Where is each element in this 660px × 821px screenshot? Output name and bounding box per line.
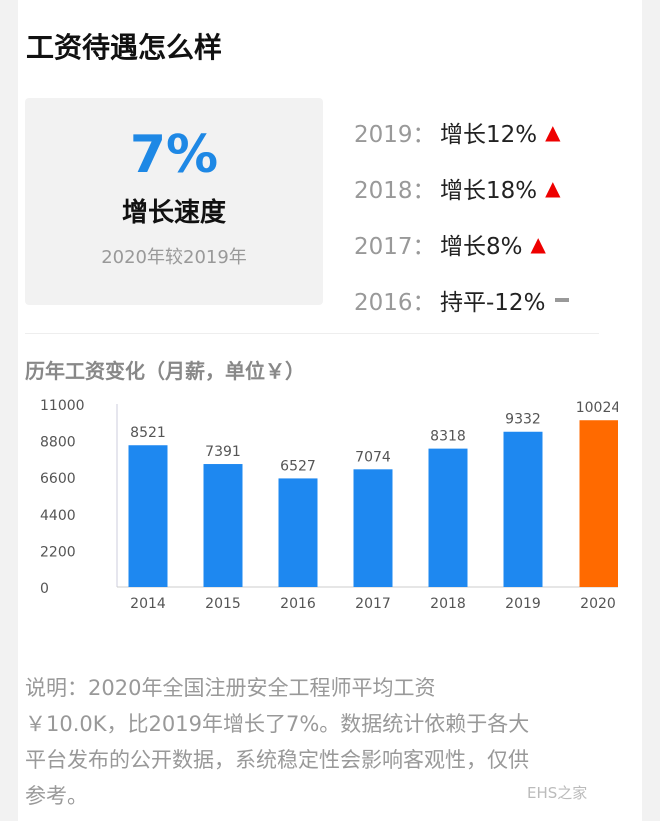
explanation-line: 说明：2020年全国注册安全工程师平均工资: [25, 676, 436, 700]
arrow-up-icon: ▲: [530, 232, 546, 256]
growth-summary: 7% 增长速度 2020年较2019年: [25, 98, 323, 305]
data-label-2016: 6527: [280, 458, 316, 474]
watermark: EHS之家: [527, 784, 588, 802]
divider: [25, 333, 599, 334]
growth-compare: 2020年较2019年: [101, 247, 247, 268]
y-tick-label: 0: [40, 581, 49, 597]
explanation-line: 参考。: [25, 784, 88, 808]
history-year: 2017：: [354, 234, 436, 260]
y-tick-label: 4400: [40, 508, 76, 524]
explanation-line: 平台发布的公开数据，系统稳定性会影响客观性，仅供: [25, 748, 529, 772]
history-year: 2019：: [354, 122, 436, 148]
history-text: 增长8%: [440, 234, 523, 260]
bar-2017: [353, 469, 393, 587]
arrow-up-icon: ▲: [545, 120, 561, 144]
x-tick-label: 2020: [580, 596, 616, 612]
arrow-up-icon: ▲: [545, 176, 561, 200]
data-label-2020: 10024: [576, 400, 618, 416]
history-text: 增长12%: [440, 122, 538, 148]
bar-2015: [203, 464, 243, 587]
explanation: 说明：2020年全国注册安全工程师平均工资 ￥10.0K，比2019年增长了7%。…: [25, 670, 529, 814]
data-label-2019: 9332: [505, 412, 541, 428]
history-item: 2019： 增长12% ▲: [354, 104, 569, 160]
bar-2020: [579, 420, 618, 587]
history-item: 2016： 持平-12%: [354, 272, 570, 328]
bar-2016: [278, 478, 318, 587]
x-tick-label: 2016: [280, 596, 316, 612]
chart-title: 历年工资变化（月薪，单位￥）: [25, 359, 305, 383]
history-list: 2019： 增长12% ▲ 2018： 增长18% ▲ 2017： 增长8% ▲ 2016： 持平-…: [354, 104, 570, 328]
flat-dash-icon: [555, 298, 570, 302]
history-text: 持平-12%: [440, 290, 546, 316]
explanation-line: ￥10.0K，比2019年增长了7%。数据统计依赖于各大: [25, 712, 530, 736]
salary-bar-chart: 0 2200 4400 6600 8800 11000 8521 2014 7391 2015 65…: [40, 398, 618, 612]
history-item: 2017： 增长8% ▲: [354, 216, 569, 272]
bar-2019: [503, 431, 543, 587]
page-title: 工资待遇怎么样: [26, 31, 223, 64]
x-tick-label: 2019: [505, 596, 541, 612]
data-label-2017: 7074: [355, 449, 391, 465]
growth-value: 7%: [129, 125, 219, 185]
x-tick-label: 2015: [205, 596, 241, 612]
x-tick-label: 2014: [130, 596, 166, 612]
x-tick-label: 2017: [355, 596, 391, 612]
bar-2014: [128, 445, 168, 587]
growth-label: 增长速度: [121, 198, 226, 228]
bar-2018: [428, 448, 468, 587]
history-year: 2018：: [354, 178, 436, 204]
x-tick-label: 2018: [430, 596, 466, 612]
data-label-2014: 8521: [130, 425, 166, 441]
data-label-2018: 8318: [430, 429, 466, 445]
history-item: 2018： 增长18% ▲: [354, 160, 569, 216]
y-tick-label: 11000: [40, 398, 85, 414]
data-label-2015: 7391: [205, 444, 241, 460]
y-tick-label: 2200: [40, 544, 76, 560]
history-text: 增长18%: [440, 178, 538, 204]
y-tick-label: 8800: [40, 435, 76, 451]
history-year: 2016：: [354, 290, 436, 316]
y-tick-label: 6600: [40, 471, 76, 487]
